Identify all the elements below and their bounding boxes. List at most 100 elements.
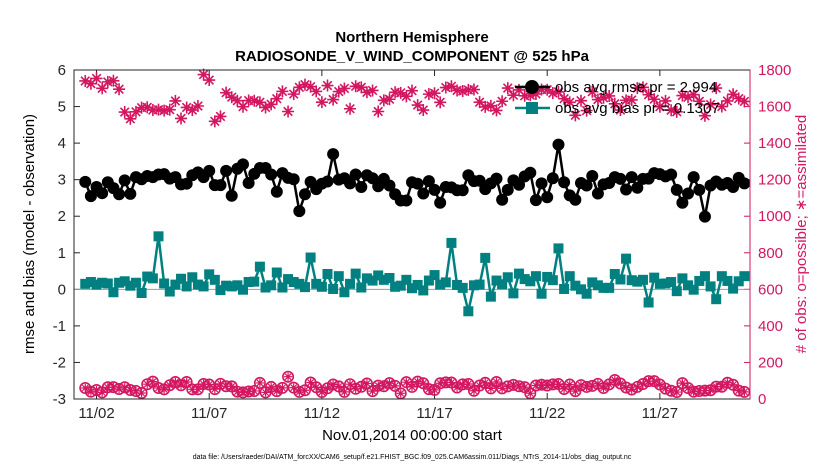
nobs-possible-assimilated-marker [92,385,101,395]
nobs-possible-assimilated-marker [385,378,394,388]
nobs-possible-assimilated-marker [644,376,653,386]
bias-marker [147,273,158,284]
rmse-marker [203,164,216,177]
y-right-tick-label: 600 [758,281,783,298]
nobs-possible-assimilated-marker [661,384,670,393]
nobs-assimilated-marker [355,81,368,94]
nobs-possible-assimilated-marker [357,382,366,391]
nobs-assimilated-marker [377,94,390,107]
nobs-possible-assimilated-marker [689,387,698,396]
bias-marker [198,281,209,292]
rmse-marker [355,180,368,193]
nobs-assimilated-marker [321,79,334,92]
rmse-marker [546,172,559,185]
rmse-marker [225,189,238,202]
rmse-marker [586,170,599,183]
nobs-possible-assimilated-marker [492,377,501,387]
x-tick-label: 11/27 [642,405,678,422]
nobs-assimilated-marker [563,96,576,109]
bias-marker [254,261,265,272]
nobs-assimilated-marker [670,105,683,118]
nobs-assimilated-marker [129,105,142,118]
nobs-assimilated-marker [113,83,126,96]
nobs-possible-assimilated-marker [278,383,287,393]
nobs-possible-assimilated-marker [475,381,484,390]
nobs-assimilated-marker [253,96,266,109]
bias-marker [514,268,525,279]
rmse-marker [180,177,193,190]
nobs-assimilated-marker [575,94,587,107]
bias-marker [716,271,727,282]
y-right-tick-label: 0 [758,391,766,408]
nobs-possible-assimilated-marker [520,382,529,392]
nobs-possible-assimilated-marker [323,384,332,393]
y-left-axis-label: rmse and bias (model - observation) [21,114,38,354]
bias-marker [530,271,541,282]
nobs-possible-assimilated-marker [210,384,220,394]
nobs-possible-marker [338,385,351,398]
nobs-assimilated-marker [704,98,717,111]
bias-marker [164,286,175,297]
bias-marker [401,274,412,285]
nobs-possible-assimilated-marker [452,383,462,392]
rmse-marker [524,166,537,179]
bias-marker [649,272,660,283]
nobs-assimilated-marker [344,102,357,115]
nobs-possible-assimilated-marker [514,382,524,391]
bias-marker [587,277,598,288]
nobs-assimilated-marker [608,97,621,110]
nobs-possible-assimilated-marker [621,383,631,392]
nobs-possible-assimilated-marker [86,387,96,396]
nobs-possible-assimilated-marker [81,383,90,393]
nobs-assimilated-marker [338,82,351,95]
nobs-assimilated-marker [586,85,599,98]
bias-marker [176,273,187,284]
nobs-possible-assimilated-marker [486,384,496,393]
y-right-tick-label: 200 [758,354,783,371]
nobs-assimilated-marker [248,94,261,107]
rmse-marker [682,187,695,200]
rmse-marker [693,183,706,196]
bias-marker [452,279,463,290]
bias-marker [699,271,710,282]
nobs-possible-assimilated-marker [295,387,304,397]
nobs-possible-assimilated-marker [723,378,732,387]
nobs-assimilated-marker [710,82,723,95]
bias-marker [294,278,305,289]
rmse-marker [344,177,357,190]
rmse-marker [591,187,604,200]
nobs-assimilated-marker [569,109,582,122]
bias-marker [361,273,372,284]
nobs-possible-assimilated-marker [616,379,625,388]
nobs-possible-assimilated-marker [537,380,546,389]
bias-marker [536,288,547,299]
nobs-possible-assimilated-marker [250,386,259,396]
rmse-marker [552,138,565,151]
legend-bias-marker [526,102,538,114]
nobs-assimilated-marker [327,93,340,106]
nobs-assimilated-marker [659,94,672,107]
y-left-tick-label: 0 [58,281,66,298]
rmse-marker [422,175,435,188]
nobs-possible-assimilated-marker [633,382,642,392]
bias-marker [581,288,592,299]
nobs-possible-assimilated-marker [571,386,580,396]
bias-marker [440,277,451,288]
nobs-possible-assimilated-marker [712,382,721,391]
bias-marker [621,253,632,264]
nobs-assimilated-marker [496,95,509,108]
nobs-possible-assimilated-marker [740,387,749,397]
rmse-marker [665,168,678,181]
y-left-tick-label: 3 [58,172,66,189]
rmse-marker [738,177,751,190]
bias-marker [525,276,536,287]
rmse-marker [580,179,593,192]
y-right-tick-label: 1000 [758,208,791,225]
bias-marker [378,274,389,285]
nobs-possible-assimilated-marker [317,387,327,397]
nobs-assimilated-marker [298,78,311,91]
bias-marker [576,284,586,295]
nobs-possible-assimilated-marker [402,377,411,387]
bias-marker [508,288,519,299]
nobs-possible-assimilated-marker [441,378,450,387]
